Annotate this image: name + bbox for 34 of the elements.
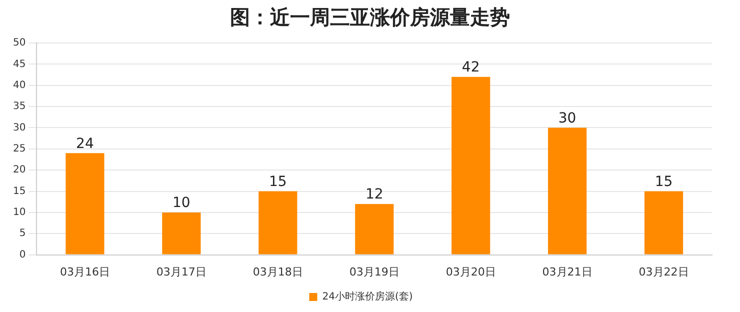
legend-label: 24小时涨价房源(套) (322, 290, 413, 303)
y-tick-label: 10 (12, 207, 26, 218)
data-label: 15 (654, 174, 673, 190)
y-tick-label: 30 (12, 122, 26, 134)
data-label: 30 (558, 110, 576, 126)
bar (452, 76, 490, 254)
bar (548, 128, 587, 254)
x-tick-label: 03月17日 (156, 265, 206, 278)
y-tick-label: 50 (12, 38, 26, 49)
x-tick-label: 03月22日 (638, 265, 689, 278)
x-tick-label: 03月21日 (542, 265, 592, 278)
bar (355, 204, 394, 254)
x-tick-label: 03月16日 (60, 265, 110, 278)
y-tick-label: 0 (19, 249, 26, 260)
data-label: 42 (462, 60, 480, 76)
bar (258, 191, 298, 254)
y-tick-label: 45 (12, 58, 26, 70)
y-tick-label: 40 (12, 80, 26, 91)
data-label: 10 (172, 195, 190, 212)
data-label: 12 (365, 186, 384, 203)
y-tick-label: 25 (12, 143, 26, 154)
x-tick-label: 03月19日 (349, 265, 400, 278)
bar (162, 212, 201, 254)
y-tick-label: 20 (12, 164, 26, 176)
y-tick-label: 5 (19, 228, 26, 240)
x-tick-label: 03月18日 (252, 265, 303, 278)
y-tick-label: 15 (12, 186, 26, 197)
chart-title: 图：近一周三亚涨价房源量走势 (229, 4, 511, 31)
bar (644, 191, 684, 254)
data-label: 24 (76, 136, 94, 152)
data-label: 15 (268, 174, 287, 190)
y-tick-label: 35 (12, 101, 26, 112)
x-tick-label: 03月20日 (446, 265, 496, 278)
bar (66, 153, 104, 254)
